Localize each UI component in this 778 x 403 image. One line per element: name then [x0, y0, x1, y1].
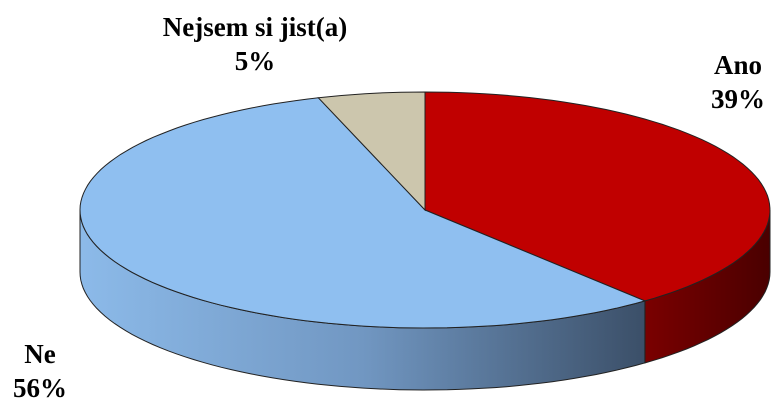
slice — [79, 97, 647, 329]
slice — [317, 91, 426, 212]
slice-label: Ne — [24, 339, 55, 369]
slice-label: Nejsem si jist(a) — [163, 12, 347, 42]
slice-value-label: 39% — [711, 84, 765, 114]
slice — [424, 91, 771, 302]
slice-value-label: 56% — [13, 373, 67, 403]
slice-value-label: 5% — [235, 46, 276, 76]
slice-label: Ano — [714, 50, 762, 80]
